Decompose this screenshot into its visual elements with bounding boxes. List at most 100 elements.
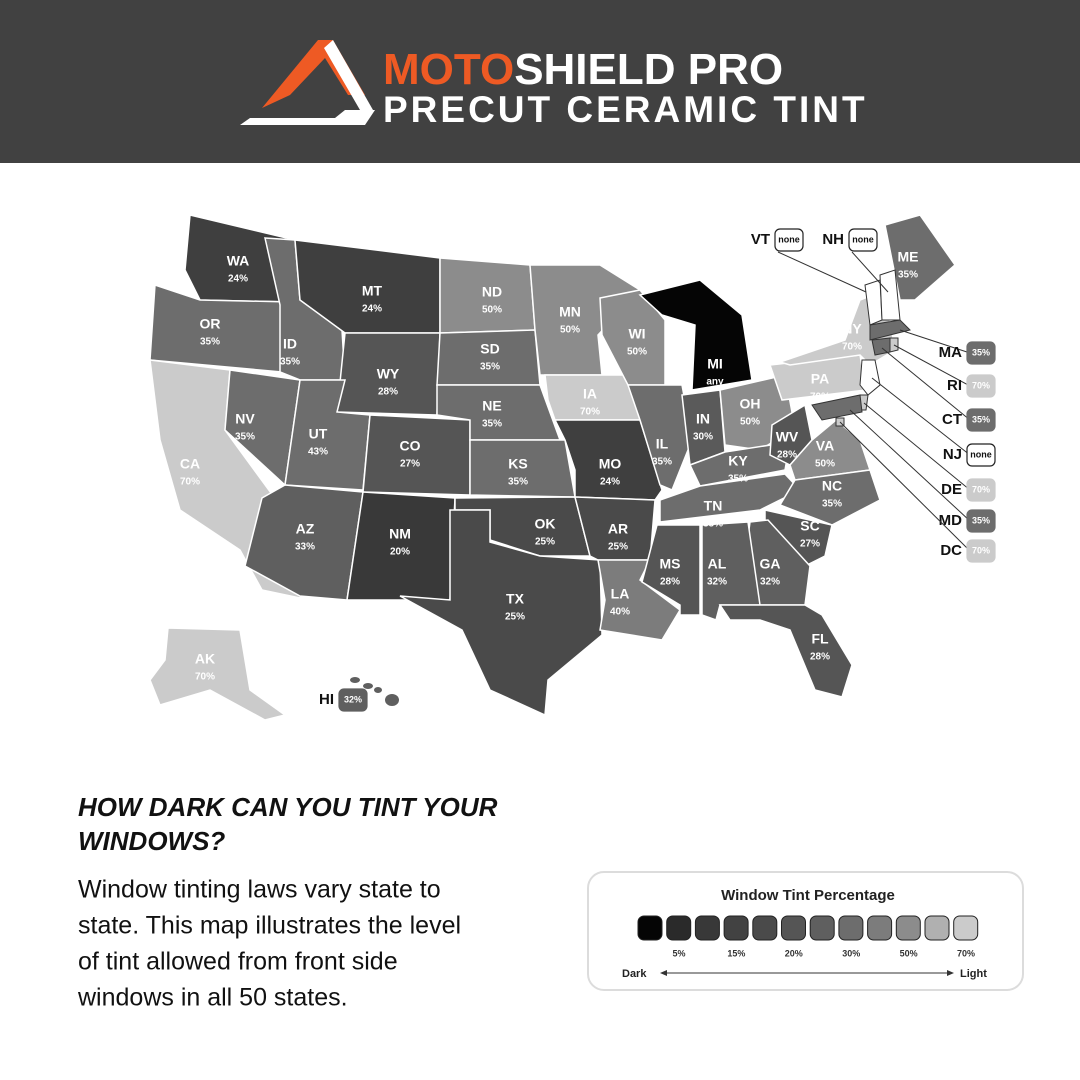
callout-tint: none — [970, 449, 992, 459]
state-tint: 35% — [822, 499, 842, 510]
state-tint: 43% — [308, 447, 328, 458]
leader-line — [849, 409, 971, 522]
state-tint: 33% — [295, 542, 315, 553]
state-abbr: MN — [559, 304, 581, 320]
state-abbr: NC — [822, 478, 842, 494]
state-shape — [638, 279, 753, 391]
state-tint: 30% — [693, 432, 713, 443]
callout-box — [966, 374, 996, 398]
swatch — [666, 915, 692, 941]
callout-tint: 35% — [972, 414, 990, 424]
callout-tint: 70% — [972, 545, 990, 555]
state-abbr: NM — [389, 526, 411, 542]
body-text: windows in all 50 states. — [77, 984, 348, 1012]
light-label: Light — [960, 968, 987, 980]
state-abbr: FL — [811, 631, 829, 647]
state-tint: 70% — [195, 672, 215, 683]
state-abbr: MT — [362, 283, 383, 299]
state-abbr: WI — [628, 326, 645, 342]
leader-line — [777, 251, 867, 293]
state-tint: 24% — [228, 274, 248, 285]
state-abbr: SC — [800, 518, 819, 534]
header-bar — [0, 0, 1080, 163]
callout-box — [966, 539, 996, 563]
state-tint: 25% — [535, 537, 555, 548]
callout-tint: 70% — [972, 380, 990, 390]
leader-line — [893, 344, 971, 387]
legend-title: Window Tint Percentage — [721, 887, 895, 904]
state-abbr: MO — [599, 456, 622, 472]
state-abbr: ID — [283, 336, 297, 352]
callout-tint: 35% — [972, 515, 990, 525]
state-tint: 50% — [740, 417, 760, 428]
state-tint: 35% — [728, 474, 748, 485]
state-tint: 25% — [505, 612, 525, 623]
body-text: Window tinting laws vary state to — [78, 876, 441, 904]
subtitle: PRECUT CERAMIC TINT — [383, 89, 868, 130]
state-shape — [436, 329, 541, 386]
callout-box — [966, 443, 996, 467]
state-abbr: NE — [482, 398, 501, 414]
state-tint: 28% — [378, 387, 398, 398]
state-tint: 35% — [480, 362, 500, 373]
island-shape — [374, 687, 382, 693]
swatch — [895, 915, 921, 941]
island-shape — [385, 694, 399, 706]
state-tint: 28% — [810, 652, 830, 663]
state-tint: 70% — [580, 407, 600, 418]
state-abbr: CO — [400, 438, 421, 454]
state-abbr: AK — [195, 651, 215, 667]
arrow-head — [947, 970, 954, 976]
state-tint: 35% — [508, 477, 528, 488]
state-abbr: MI — [707, 356, 723, 372]
state-abbr: VA — [816, 438, 834, 454]
heading: WINDOWS? — [78, 826, 225, 856]
state-tint: 70% — [180, 477, 200, 488]
state-tint: 35% — [482, 419, 502, 430]
state-abbr: SD — [480, 341, 499, 357]
state-abbr: UT — [309, 426, 328, 442]
swatch-label: 70% — [957, 948, 975, 958]
callout-box — [966, 341, 996, 365]
state-tint: 70% — [810, 392, 830, 403]
state-abbr: WV — [776, 429, 799, 445]
callout-tint: none — [852, 234, 874, 244]
state-shape — [884, 214, 957, 301]
callout-abbr: NH — [822, 231, 844, 248]
callout-abbr: MA — [939, 344, 962, 361]
state-tint: 50% — [560, 325, 580, 336]
state-abbr: NY — [842, 321, 862, 337]
state-abbr: PA — [811, 371, 829, 387]
swatch-label: 20% — [785, 948, 803, 958]
state-abbr: ND — [482, 284, 502, 300]
state-abbr: OK — [535, 516, 556, 532]
swatch — [694, 915, 720, 941]
state-tint: 35% — [703, 519, 723, 530]
state-shape — [626, 384, 693, 491]
swatch-label: 15% — [727, 948, 745, 958]
heading: HOW DARK CAN YOU TINT YOUR — [78, 792, 498, 822]
callout-box — [848, 228, 878, 252]
state-abbr: OH — [740, 396, 761, 412]
info-text: HOW DARK CAN YOU TINT YOUR WINDOWS? Window… — [77, 792, 498, 1012]
state-abbr: TN — [704, 498, 723, 514]
state-tint: 35% — [898, 270, 918, 281]
state-abbr: AL — [708, 556, 727, 572]
state-shape — [718, 604, 853, 698]
swatch-label: 5% — [672, 948, 685, 958]
us-map: WA 24% OR 35% CA 70% NV 35% ID 35% MT 24% WY 28% UT 43%… — [149, 214, 996, 721]
callout-box — [774, 228, 804, 252]
state-shape — [529, 264, 642, 376]
body-text: of tint allowed from front side — [78, 948, 398, 976]
state-tint: 40% — [610, 607, 630, 618]
dark-label: Dark — [622, 968, 647, 980]
state-abbr: NV — [235, 411, 255, 427]
legend: Window Tint Percentage 5% 15% 20% 30% 50% 70% D… — [622, 887, 987, 980]
callout-abbr: CT — [942, 411, 962, 428]
state-abbr: KY — [728, 453, 748, 469]
swatch — [637, 915, 663, 941]
callout-box — [966, 408, 996, 432]
swatch — [723, 915, 749, 941]
swatch — [924, 915, 950, 941]
